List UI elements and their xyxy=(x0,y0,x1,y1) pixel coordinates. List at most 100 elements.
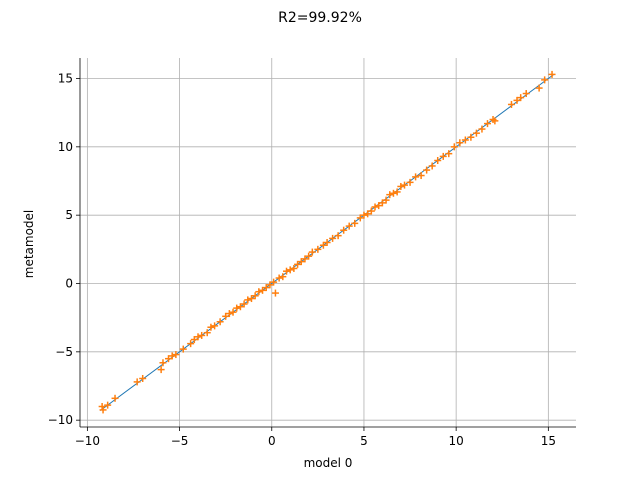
data-point xyxy=(417,172,425,180)
data-point xyxy=(179,345,187,353)
data-point xyxy=(198,331,206,339)
data-point xyxy=(389,189,397,197)
data-point xyxy=(297,258,305,266)
data-point xyxy=(367,207,375,215)
x-axis-label: model 0 xyxy=(304,456,353,470)
data-point xyxy=(478,125,486,133)
data-point xyxy=(522,90,530,98)
axes: −10 −5 0 5 10 15 −10 −5 0 5 10 15 xyxy=(48,58,576,448)
data-point xyxy=(334,232,342,240)
x-tick-label: 10 xyxy=(449,434,464,448)
x-tick-label: −5 xyxy=(171,434,189,448)
data-point xyxy=(159,359,167,367)
grid xyxy=(80,58,576,427)
data-point xyxy=(445,150,453,158)
data-point xyxy=(240,300,248,308)
data-point xyxy=(301,255,309,263)
data-point xyxy=(222,312,230,320)
x-tick-label: 0 xyxy=(268,434,276,448)
data-point xyxy=(111,394,119,402)
data-point xyxy=(345,222,353,230)
data-point xyxy=(165,355,173,363)
data-point xyxy=(305,252,313,260)
data-point xyxy=(461,136,469,144)
data-point xyxy=(247,295,255,303)
data-point xyxy=(270,278,278,286)
data-point xyxy=(517,94,525,102)
data-point xyxy=(190,336,198,344)
data-point xyxy=(262,284,270,292)
data-point xyxy=(507,100,515,108)
data-point xyxy=(225,310,233,318)
data-point xyxy=(99,406,107,414)
data-point xyxy=(157,366,165,374)
y-tick-label: 0 xyxy=(65,277,73,291)
data-point xyxy=(251,292,259,300)
x-tick-label: 5 xyxy=(360,434,368,448)
data-point xyxy=(244,296,252,304)
data-point xyxy=(375,202,383,210)
data-point xyxy=(168,352,176,360)
data-point xyxy=(271,289,279,297)
data-point xyxy=(491,117,499,125)
data-point xyxy=(364,210,372,218)
y-tick-label: −10 xyxy=(48,413,73,427)
data-point xyxy=(371,203,379,211)
chart-title: R2=99.92% xyxy=(278,10,362,26)
data-point xyxy=(356,214,364,222)
data-point xyxy=(378,199,386,207)
data-point xyxy=(275,274,283,282)
data-point xyxy=(513,96,521,104)
data-point xyxy=(203,329,211,337)
data-point xyxy=(314,245,322,253)
y-tick-label: 15 xyxy=(58,72,73,86)
data-point xyxy=(548,70,556,78)
data-point xyxy=(211,322,219,330)
data-points xyxy=(98,70,556,414)
data-point xyxy=(207,323,215,331)
data-point xyxy=(439,152,447,160)
data-point xyxy=(259,286,267,294)
data-point xyxy=(535,84,543,92)
data-point xyxy=(397,182,405,190)
data-point xyxy=(382,196,390,204)
data-point xyxy=(172,351,180,359)
data-point xyxy=(360,211,368,219)
data-point xyxy=(541,76,549,84)
data-point xyxy=(434,157,442,164)
data-point xyxy=(406,178,414,186)
data-point xyxy=(216,318,224,326)
data-point xyxy=(104,401,112,409)
data-point xyxy=(412,173,420,181)
data-point xyxy=(286,266,294,274)
data-point xyxy=(98,403,106,410)
data-point xyxy=(283,267,291,275)
data-point xyxy=(323,239,331,246)
y-axis-label: metamodel xyxy=(22,210,36,279)
data-point xyxy=(450,143,458,151)
data-point xyxy=(266,281,274,289)
data-point xyxy=(255,288,263,296)
data-point xyxy=(236,303,244,311)
data-point xyxy=(456,139,464,147)
y-tick-label: 5 xyxy=(65,208,73,222)
x-tick-label: −10 xyxy=(75,434,100,448)
data-point xyxy=(133,378,141,386)
data-point xyxy=(340,226,348,234)
data-point xyxy=(187,340,195,348)
data-point xyxy=(329,234,337,242)
data-point xyxy=(467,133,475,141)
data-point xyxy=(233,304,241,312)
data-point xyxy=(401,181,409,189)
data-point xyxy=(279,273,287,281)
data-point xyxy=(139,374,147,382)
data-point xyxy=(308,248,316,256)
data-point xyxy=(472,129,480,137)
y-tick-label: 10 xyxy=(58,140,73,154)
data-point xyxy=(194,333,202,341)
data-point xyxy=(290,264,298,272)
data-point xyxy=(351,219,359,227)
data-point xyxy=(423,166,431,174)
data-point xyxy=(229,308,237,316)
